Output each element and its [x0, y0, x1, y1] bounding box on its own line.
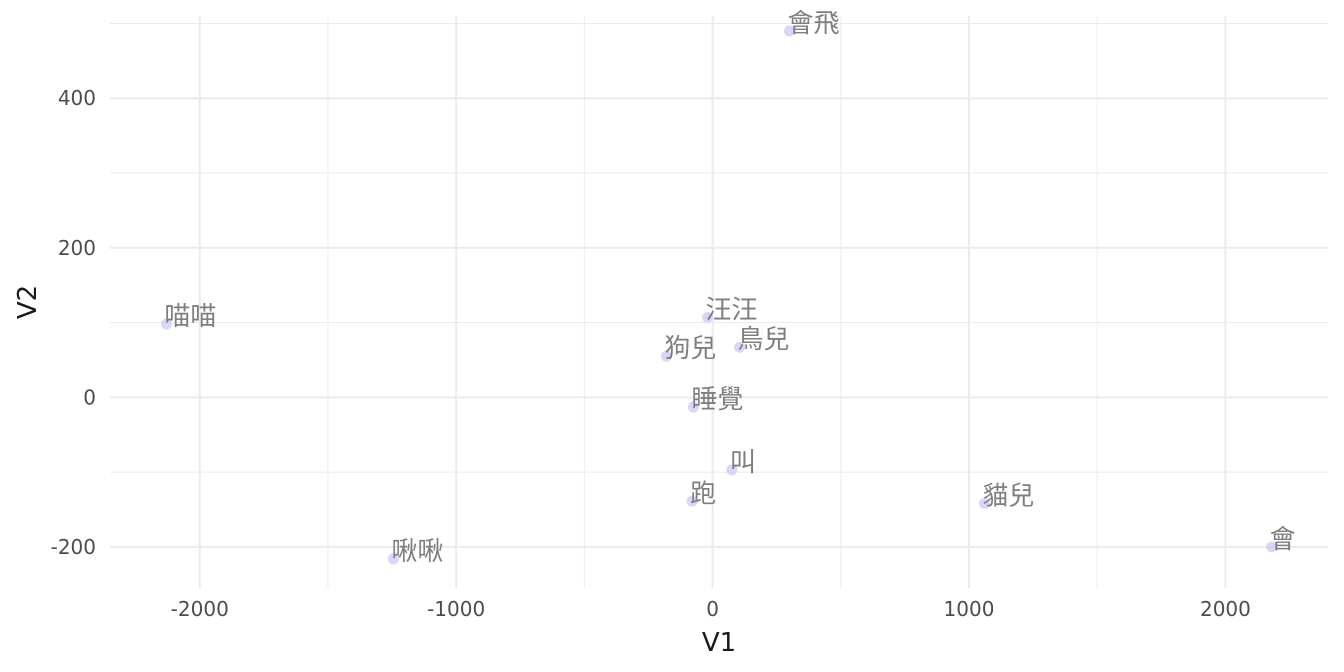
x-tick-label: 2000 — [1200, 597, 1251, 621]
x-tick-label: -2000 — [171, 597, 229, 621]
point-marker — [1266, 541, 1278, 553]
point-marker — [784, 25, 796, 37]
data-point: 會 — [1266, 525, 1296, 555]
data-point: 跑 — [686, 479, 716, 509]
y-tick-label: 200 — [58, 236, 96, 260]
x-axis-title: V1 — [702, 628, 736, 658]
point-marker — [701, 311, 713, 323]
grid — [110, 16, 1328, 588]
point-label: 會飛 — [788, 9, 840, 39]
point-label: 睡覺 — [691, 385, 743, 415]
data-point: 叫 — [726, 448, 756, 478]
x-axis-ticks: -2000 -1000 0 1000 2000 — [171, 597, 1251, 621]
point-label: 汪汪 — [705, 295, 757, 325]
data-point: 喵喵 — [160, 302, 216, 332]
data-point: 啾啾 — [387, 537, 443, 567]
point-label: 叫 — [730, 448, 756, 478]
point-label: 會 — [1270, 525, 1296, 555]
x-tick-label: 0 — [706, 597, 719, 621]
data-point: 汪汪 — [701, 295, 757, 325]
point-marker — [660, 350, 672, 362]
point-marker — [687, 401, 699, 413]
point-marker — [734, 341, 746, 353]
data-point: 狗兒 — [660, 334, 716, 364]
y-tick-label: -200 — [51, 535, 96, 559]
point-label: 貓兒 — [982, 482, 1034, 512]
point-label: 狗兒 — [664, 334, 716, 364]
point-marker — [978, 498, 990, 510]
point-label: 跑 — [690, 479, 716, 509]
data-point: 睡覺 — [687, 385, 743, 415]
point-marker — [686, 495, 698, 507]
y-tick-label: 400 — [58, 86, 96, 110]
y-tick-label: 0 — [83, 385, 96, 409]
data-point: 會飛 — [784, 9, 840, 39]
point-label: 鳥兒 — [738, 325, 790, 355]
point-label: 喵喵 — [164, 302, 216, 332]
y-axis-ticks: -200 0 200 400 — [51, 86, 96, 559]
point-label: 啾啾 — [391, 537, 443, 567]
point-marker — [160, 318, 172, 330]
data-point: 貓兒 — [978, 482, 1034, 512]
point-marker — [726, 464, 738, 476]
x-tick-label: -1000 — [427, 597, 485, 621]
x-tick-label: 1000 — [944, 597, 995, 621]
y-axis-title: V2 — [13, 285, 43, 319]
point-marker — [387, 553, 399, 565]
data-point: 鳥兒 — [734, 325, 790, 355]
